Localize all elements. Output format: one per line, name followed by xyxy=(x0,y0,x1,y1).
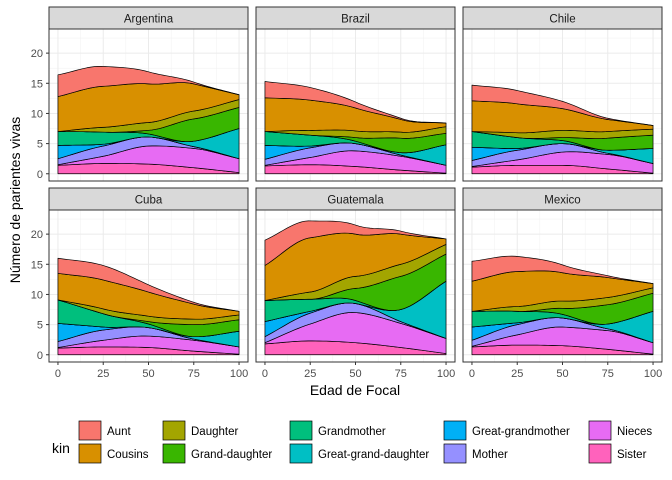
legend-item-aunt: Aunt xyxy=(78,420,131,441)
x-tick-label: 100 xyxy=(644,368,662,380)
panel-border xyxy=(255,28,456,182)
legend-label: Great-grandmother xyxy=(472,426,570,438)
x-axis-title: Edad de Focal xyxy=(310,382,400,398)
legend-item-daughter: Daughter xyxy=(162,420,238,441)
area-aunt xyxy=(471,84,654,126)
y-tick-label: 5 xyxy=(37,320,43,332)
x-tick-label: 100 xyxy=(230,368,248,380)
panel-mexico: Mexico 0 25 50 75 100 xyxy=(462,187,663,380)
strip-label-mexico: Mexico xyxy=(544,195,580,207)
legend-swatch xyxy=(443,420,467,441)
legend-swatch xyxy=(289,443,313,464)
area-aunt xyxy=(471,255,654,284)
x-axis: 0 25 50 75 100 xyxy=(262,362,455,380)
x-tick-label: 25 xyxy=(97,368,109,380)
stacked-areas xyxy=(57,257,240,356)
y-tick-label: 15 xyxy=(31,78,43,90)
y-tick-label: 0 xyxy=(37,350,43,362)
legend-label: Cousins xyxy=(107,449,149,461)
y-tick-label: 15 xyxy=(31,259,43,271)
x-tick-label: 25 xyxy=(304,368,316,380)
legend-label: Grand-daughter xyxy=(191,449,272,461)
legend-swatch xyxy=(588,443,612,464)
y-tick-label: 20 xyxy=(31,229,43,241)
panel-chile: Chile xyxy=(462,6,663,182)
legend-label: Sister xyxy=(617,449,647,461)
legend-swatch xyxy=(78,443,102,464)
legend-swatch xyxy=(78,420,102,441)
strip-label-brazil: Brazil xyxy=(341,14,370,26)
legend-label: Daughter xyxy=(191,426,238,438)
x-tick-label: 0 xyxy=(55,368,61,380)
x-tick-label: 50 xyxy=(142,368,154,380)
legend-item-great-grandmother: Great-grandmother xyxy=(443,420,570,441)
legend-item-nieces: Nieces xyxy=(588,420,652,441)
x-tick-label: 75 xyxy=(602,368,614,380)
y-axis: 0 5 10 15 20 xyxy=(31,48,49,181)
legend-label: Aunt xyxy=(107,426,131,438)
legend-item-grand-daughter: Grand-daughter xyxy=(162,443,272,464)
x-tick-label: 25 xyxy=(511,368,523,380)
legend-swatch xyxy=(443,443,467,464)
panel-brazil: Brazil xyxy=(255,6,456,182)
area-aunt xyxy=(264,220,447,266)
legend-item-mother: Mother xyxy=(443,443,508,464)
legend-swatch xyxy=(162,443,186,464)
strip-label-chile: Chile xyxy=(549,14,575,26)
strip-label-cuba: Cuba xyxy=(135,195,163,207)
y-axis: 0 5 10 15 20 xyxy=(31,229,49,362)
x-tick-label: 100 xyxy=(437,368,455,380)
stacked-areas xyxy=(264,220,447,356)
legend-item-sister: Sister xyxy=(588,443,647,464)
strip-label-guatemala: Guatemala xyxy=(327,195,384,207)
panel-cuba: Cuba 0 5 10 15 20 0 25 50 75 100 xyxy=(31,187,249,380)
panel-border xyxy=(48,28,249,182)
x-axis: 0 25 50 75 100 xyxy=(55,362,248,380)
legend-title: kin xyxy=(52,440,70,456)
stacked-areas xyxy=(57,65,240,175)
panel-argentina: Argentina 0 5 10 15 20 xyxy=(31,6,249,182)
legend-label: Great-grand-daughter xyxy=(318,449,429,461)
x-tick-label: 75 xyxy=(188,368,200,380)
legend-label: Mother xyxy=(472,449,508,461)
strip-label-argentina: Argentina xyxy=(124,14,174,26)
y-tick-label: 0 xyxy=(37,169,43,181)
panel-border xyxy=(462,28,663,182)
legend-label: Grandmother xyxy=(318,426,386,438)
y-tick-label: 20 xyxy=(31,48,43,60)
legend-item-cousins: Cousins xyxy=(78,443,149,464)
area-aunt xyxy=(57,257,240,312)
area-aunt xyxy=(264,81,447,124)
x-tick-label: 0 xyxy=(469,368,475,380)
legend-item-grandmother: Grandmother xyxy=(289,420,386,441)
panel-guatemala: Guatemala 0 25 50 75 100 xyxy=(255,187,456,380)
x-tick-label: 75 xyxy=(395,368,407,380)
stacked-areas xyxy=(471,84,654,175)
legend-swatch xyxy=(588,420,612,441)
x-tick-label: 0 xyxy=(262,368,268,380)
y-axis-title: Número de parientes vivas xyxy=(7,117,23,284)
stacked-areas xyxy=(264,81,447,175)
y-tick-label: 10 xyxy=(31,108,43,120)
x-axis: 0 25 50 75 100 xyxy=(469,362,662,380)
x-tick-label: 50 xyxy=(349,368,361,380)
legend-swatch xyxy=(162,420,186,441)
legend-swatch xyxy=(289,420,313,441)
facet-panels: Argentina 0 5 10 15 20 Brazil Chile Cuba 0 5 10 15 20… xyxy=(31,6,663,380)
x-tick-label: 50 xyxy=(556,368,568,380)
stacked-areas xyxy=(471,255,654,356)
y-tick-label: 5 xyxy=(37,139,43,151)
legend: kin Aunt Cousins Daughter Grand-daughter Gra… xyxy=(52,420,652,464)
legend-label: Nieces xyxy=(617,426,652,438)
y-tick-label: 10 xyxy=(31,289,43,301)
area-aunt xyxy=(57,65,240,97)
legend-item-great-grand-daughter: Great-grand-daughter xyxy=(289,443,429,464)
